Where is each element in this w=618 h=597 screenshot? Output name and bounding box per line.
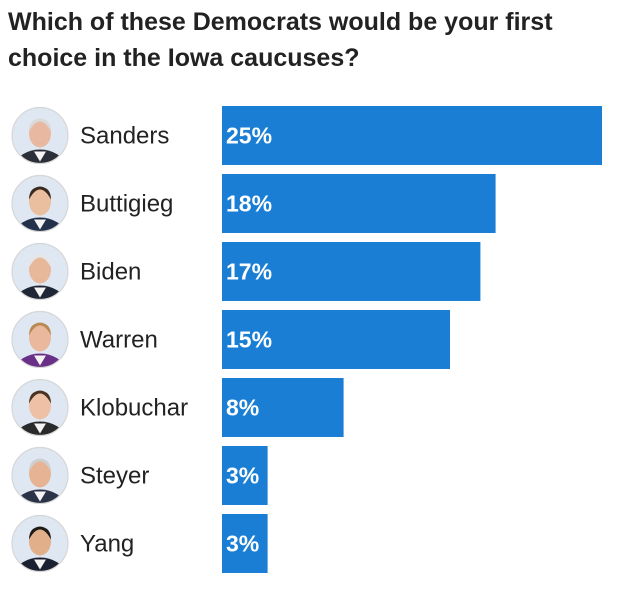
yang-portrait-icon [12,515,68,572]
bar-row: Sanders 25% [11,106,602,165]
category-label: Buttigieg [80,191,173,218]
value-label: 3% [226,531,259,557]
value-label: 8% [226,395,259,421]
bar [222,446,268,505]
bar-row: Steyer 3% [11,446,268,505]
category-label: Steyer [80,463,149,490]
chart-title: Which of these Democrats would be your f… [8,8,553,72]
bar [222,514,268,573]
category-label: Warren [80,327,158,354]
steyer-portrait-icon [12,447,68,504]
category-label: Biden [80,259,141,286]
biden-portrait-icon [12,243,68,300]
klobuchar-portrait-icon [12,379,68,436]
value-label: 15% [226,327,272,353]
bar [222,242,481,301]
category-label: Klobuchar [80,395,188,422]
value-label: 3% [226,463,259,489]
bar-row: Yang 3% [11,514,268,573]
sanders-portrait-icon [12,107,68,164]
bar-row: Buttigieg 18% [11,174,496,233]
bar-row: Klobuchar 8% [11,378,344,437]
bar [222,106,602,165]
bar-row: Biden 17% [11,242,481,301]
category-label: Sanders [80,123,169,150]
value-label: 18% [226,191,272,217]
bar-row: Warren 15% [11,310,450,369]
bar [222,310,450,369]
bar [222,174,496,233]
warren-portrait-icon [12,311,68,368]
buttigieg-portrait-icon [12,175,68,232]
value-label: 17% [226,259,272,285]
category-label: Yang [80,531,134,558]
value-label: 25% [226,123,272,149]
bar [222,378,344,437]
